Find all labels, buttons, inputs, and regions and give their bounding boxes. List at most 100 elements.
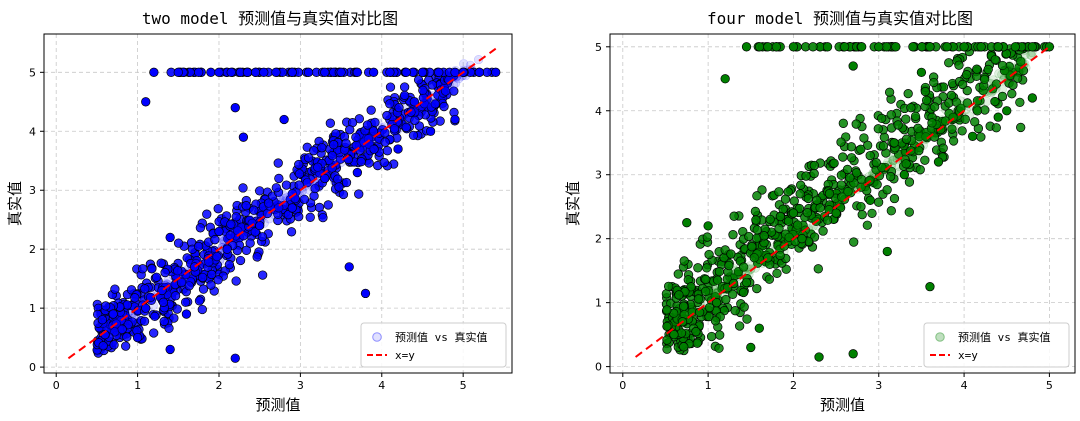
scatter-point bbox=[491, 67, 501, 77]
scatter-point bbox=[990, 96, 1000, 107]
scatter-point bbox=[257, 232, 268, 242]
scatter-point bbox=[417, 67, 428, 77]
scatter-point bbox=[338, 189, 349, 200]
scatter-point bbox=[692, 338, 702, 348]
legend-marker-scatter bbox=[935, 332, 945, 342]
scatter-point bbox=[840, 187, 850, 197]
scatter-point bbox=[753, 249, 763, 259]
scatter-point bbox=[101, 301, 111, 311]
scatter-point bbox=[165, 232, 175, 243]
scatter-point bbox=[298, 185, 308, 196]
scatter-point bbox=[991, 84, 1001, 94]
scatter-point bbox=[775, 250, 785, 261]
scatter-point bbox=[199, 254, 210, 264]
scatter-point bbox=[796, 180, 806, 190]
scatter-point bbox=[976, 42, 986, 52]
x-tick-label: 3 bbox=[297, 379, 304, 392]
scatter-point bbox=[715, 330, 725, 340]
scatter-point bbox=[962, 98, 973, 108]
axes-frame bbox=[609, 33, 1076, 374]
scatter-point bbox=[244, 215, 255, 225]
scatter-point bbox=[440, 81, 450, 92]
legend: 预测值 vs 真实值 x=y bbox=[360, 322, 507, 368]
scatter-point bbox=[389, 124, 400, 134]
scatter-point bbox=[724, 260, 734, 271]
scatter-point bbox=[788, 42, 799, 52]
scatter-point bbox=[112, 320, 122, 330]
x-tick-label: 3 bbox=[875, 379, 882, 392]
scatter-point bbox=[299, 194, 310, 205]
scatter-point bbox=[159, 316, 169, 327]
scatter-point bbox=[233, 224, 243, 234]
scatter-point bbox=[272, 200, 282, 210]
scatter-point bbox=[783, 229, 793, 239]
scatter-point bbox=[424, 101, 434, 112]
scatter-point bbox=[231, 276, 241, 286]
scatter-point bbox=[434, 67, 444, 77]
scatter-point bbox=[430, 99, 440, 109]
scatter-point bbox=[961, 70, 972, 80]
scatter-point bbox=[193, 67, 204, 77]
scatter-point bbox=[988, 75, 998, 85]
scatter-point bbox=[449, 80, 459, 90]
scatter-point bbox=[925, 282, 935, 292]
scatter-point bbox=[840, 193, 850, 203]
scatter-point bbox=[855, 177, 866, 187]
scatter-point bbox=[344, 262, 354, 272]
scatter-point bbox=[706, 289, 716, 299]
scatter-point bbox=[369, 144, 379, 154]
scatter-point bbox=[865, 195, 875, 205]
scatter-point bbox=[275, 202, 285, 212]
scatter-point bbox=[752, 283, 762, 294]
scatter-point bbox=[803, 193, 813, 204]
scatter-point bbox=[741, 262, 751, 273]
scatter-point bbox=[824, 188, 835, 199]
scatter-point bbox=[851, 168, 862, 178]
scatter-point bbox=[738, 287, 749, 298]
scatter-point bbox=[862, 220, 872, 230]
scatter-point bbox=[113, 324, 123, 335]
scatter-point bbox=[729, 269, 739, 279]
scatter-point bbox=[236, 222, 246, 233]
scatter-point bbox=[341, 177, 352, 188]
scatter-point bbox=[474, 54, 484, 65]
scatter-point bbox=[964, 111, 974, 121]
scatter-point bbox=[991, 123, 1001, 133]
scatter-point bbox=[1027, 93, 1037, 103]
scatter-point bbox=[889, 138, 899, 148]
y-axis-label: 真实值 bbox=[6, 181, 24, 226]
scatter-point bbox=[739, 302, 749, 312]
scatter-point bbox=[999, 74, 1009, 84]
scatter-point bbox=[193, 241, 204, 252]
scatter-point bbox=[439, 82, 449, 93]
scatter-point bbox=[354, 189, 364, 199]
scatter-point bbox=[218, 234, 228, 245]
scatter-point bbox=[150, 311, 160, 322]
scatter-point bbox=[408, 130, 419, 141]
scatter-point bbox=[444, 79, 454, 90]
scatter-point bbox=[254, 186, 265, 196]
scatter-point bbox=[401, 122, 411, 133]
chart-title: four model 预测值与真实值对比图 bbox=[707, 9, 973, 28]
scatter-point bbox=[882, 246, 892, 257]
scatter-point bbox=[213, 204, 223, 214]
scatter-point bbox=[874, 42, 884, 52]
scatter-point bbox=[972, 106, 982, 116]
scatter-point bbox=[949, 107, 960, 117]
scatter-point bbox=[927, 118, 937, 128]
scatter-point bbox=[790, 227, 800, 237]
scatter-point bbox=[894, 162, 904, 172]
scatter-point bbox=[206, 67, 216, 77]
scatter-point bbox=[309, 146, 319, 156]
scatter-point bbox=[955, 96, 966, 106]
scatter-point bbox=[942, 42, 952, 52]
scatter-point bbox=[439, 101, 449, 112]
scatter-point bbox=[1004, 65, 1014, 75]
scatter-point bbox=[936, 117, 947, 127]
scatter-point bbox=[1012, 73, 1023, 83]
scatter-point bbox=[360, 288, 371, 299]
scatter-point bbox=[903, 88, 913, 99]
scatter-point bbox=[795, 189, 805, 199]
scatter-point bbox=[997, 69, 1007, 80]
scatter-point bbox=[249, 205, 259, 215]
